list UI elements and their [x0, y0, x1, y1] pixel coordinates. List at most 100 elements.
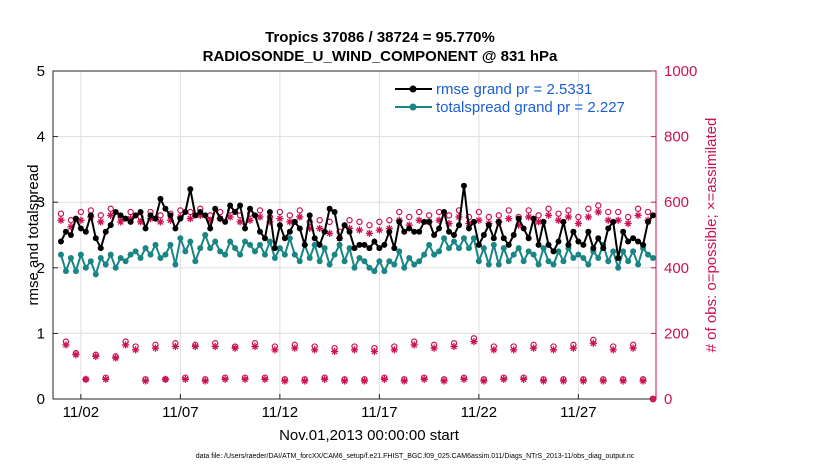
totalspread-point — [147, 251, 154, 258]
obs-assimilated-point — [311, 346, 319, 354]
obs-assimilated-point — [559, 377, 568, 385]
rmse-point — [97, 245, 104, 252]
totalspread-point — [142, 245, 149, 252]
obs-possible-point — [386, 217, 393, 224]
rmse-point — [560, 218, 567, 225]
totalspread-point — [555, 248, 562, 255]
totalspread-point — [177, 235, 184, 242]
rmse-point — [286, 228, 293, 235]
obs-assimilated-point — [97, 218, 105, 226]
obs-assimilated-point — [624, 219, 632, 228]
rmse-point — [565, 241, 572, 248]
obs-possible-point — [475, 208, 483, 216]
y-axis-label-left: rmse and totalspread — [25, 165, 42, 306]
totalspread-point — [436, 248, 443, 255]
obs-possible-point — [276, 208, 284, 216]
rmse-point — [152, 215, 159, 222]
rmse-point — [351, 245, 358, 252]
totalspread-point — [625, 258, 632, 265]
obs-possible-point — [445, 212, 453, 219]
rmse-point — [172, 225, 179, 232]
totalspread-point — [57, 251, 64, 258]
obs-assimilated-point — [171, 342, 179, 351]
totalspread-point — [341, 258, 348, 265]
rmse-point — [187, 186, 194, 193]
totalspread-point — [276, 245, 283, 252]
totalspread-point — [495, 261, 502, 268]
obs-possible-point — [485, 213, 493, 221]
obs-assimilated-point — [604, 216, 612, 224]
totalspread-point — [122, 258, 129, 265]
obs-possible-point — [415, 208, 423, 216]
totalspread-point — [256, 241, 263, 248]
obs-possible-point — [77, 208, 85, 216]
rmse-point — [137, 209, 144, 216]
obs-assimilated-point — [256, 213, 264, 221]
totalspread-point — [386, 258, 393, 265]
totalspread-point — [431, 251, 438, 258]
totalspread-point — [182, 248, 189, 255]
rmse-point — [610, 218, 617, 225]
rmse-point — [570, 228, 577, 235]
y-tick-label-left: 4 — [37, 129, 45, 146]
obs-assimilated-point — [261, 375, 269, 383]
totalspread-point — [281, 251, 288, 258]
rmse-point — [266, 209, 273, 216]
rmse-point — [237, 202, 244, 209]
totalspread-point — [645, 251, 652, 258]
rmse-point — [311, 235, 318, 242]
rmse-point — [416, 228, 423, 235]
legend-spread-marker — [409, 103, 417, 111]
rmse-point — [202, 212, 209, 219]
totalspread-point — [525, 248, 532, 255]
chart-title-line2: RADIOSONDE_U_WIND_COMPONENT @ 831 hPa — [203, 48, 558, 65]
rmse-point — [421, 218, 428, 225]
obs-assimilated-point — [574, 219, 582, 228]
totalspread-point — [635, 261, 642, 268]
obs-assimilated-point — [330, 347, 339, 356]
rmse-point — [460, 182, 467, 189]
totalspread-point — [371, 268, 378, 275]
rmse-point — [261, 235, 268, 242]
rmse-point — [182, 209, 189, 216]
totalspread-point — [222, 251, 229, 258]
rmse-point — [157, 195, 164, 202]
totalspread-point — [247, 241, 254, 248]
obs-assimilated-point — [92, 352, 100, 360]
obs-assimilated-point — [141, 377, 150, 385]
obs-possible-point — [97, 212, 104, 219]
obs-assimilated-point — [365, 229, 374, 237]
totalspread-point — [381, 268, 388, 275]
obs-assimilated-point — [316, 224, 324, 233]
obs-assimilated-point — [440, 377, 448, 385]
totalspread-point — [242, 238, 249, 245]
obs-assimilated-point — [281, 377, 289, 385]
obs-assimilated-point — [579, 377, 587, 385]
totalspread-point — [167, 241, 174, 248]
obs-possible-point — [435, 208, 443, 216]
rmse-point — [376, 245, 383, 252]
rmse-point — [426, 218, 433, 225]
rmse-point — [107, 222, 114, 229]
totalspread-point — [575, 251, 582, 258]
rmse-point — [366, 245, 373, 252]
obs-assimilated-point — [594, 208, 602, 216]
obs-assimilated-point — [326, 229, 334, 237]
totalspread-point — [550, 261, 557, 268]
y-tick-label-left: 0 — [37, 391, 45, 408]
totalspread-point — [595, 254, 602, 261]
rmse-point — [635, 238, 642, 245]
totalspread-point — [291, 251, 298, 258]
obs-possible-point — [614, 208, 622, 216]
totalspread-point — [212, 238, 219, 245]
totalspread-point — [356, 254, 363, 261]
rmse-point — [520, 225, 527, 232]
rmse-point — [222, 218, 229, 225]
obs-assimilated-point — [211, 342, 219, 351]
totalspread-point — [421, 251, 428, 258]
obs-assimilated-point — [629, 344, 637, 352]
obs-assimilated-point — [251, 342, 259, 351]
rmse-point — [127, 218, 134, 225]
totalspread-point — [117, 254, 124, 261]
rmse-point — [411, 228, 418, 235]
